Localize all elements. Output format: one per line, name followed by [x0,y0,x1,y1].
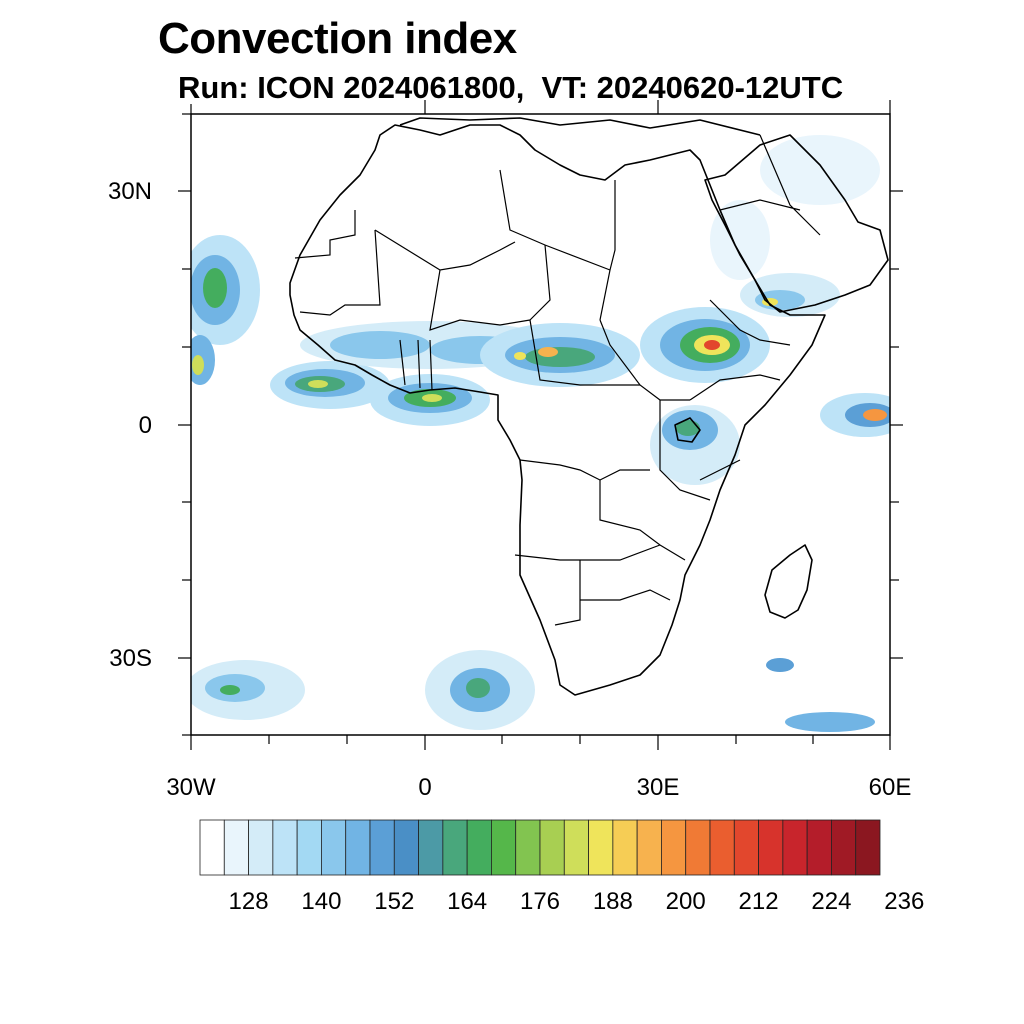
mediterranean-north [399,117,761,136]
lon-label-30e: 30E [636,774,680,801]
colorbar-swatch [563,819,589,876]
chart-title: Convection index [158,14,517,63]
colorbar-swatch [393,819,419,876]
convection-arabia [710,135,880,317]
colorbar-swatch [345,819,371,876]
chart-subtitle: Run: ICON 2024061800, VT: 20240620-12UTC [178,70,844,105]
colorbar-swatch [418,819,444,876]
colorbar [199,819,881,876]
colorbar-swatch [248,819,274,876]
lat-label-30s: 30S [109,645,152,672]
colorbar-tick-label: 200 [665,888,706,915]
convection-south-atlantic [191,650,875,732]
map-frame [190,113,891,736]
colorbar-swatch [806,819,832,876]
colorbar-swatch [709,819,735,876]
colorbar-tick-label: 236 [884,888,925,915]
lake-victoria [674,417,701,443]
colorbar-swatch [588,819,614,876]
colorbar-swatch [758,819,784,876]
lon-label-60e: 60E [868,774,912,801]
colorbar-swatch [661,819,687,876]
colorbar-tick-label: 224 [811,888,852,915]
madagascar [764,544,813,619]
colorbar-tick-label: 152 [374,888,415,915]
colorbar-swatch [515,819,541,876]
africa-coastline [289,124,826,696]
colorbar-swatch [321,819,347,876]
lon-label-0: 0 [418,774,432,801]
colorbar-swatch [491,819,517,876]
colorbar-swatch [369,819,395,876]
colorbar-swatch [685,819,711,876]
colorbar-swatch [733,819,759,876]
colorbar-swatch [199,819,225,876]
lat-label-30n: 30N [107,178,152,205]
colorbar-swatch [442,819,468,876]
coastlines [289,117,889,696]
colorbar-swatch [466,819,492,876]
colorbar-tick-label: 128 [228,888,269,915]
country-borders [294,134,821,626]
convection-field [191,135,890,732]
colorbar-swatch [296,819,322,876]
colorbar-swatch [539,819,565,876]
colorbar-swatch [272,819,298,876]
colorbar-tick-label: 212 [738,888,779,915]
colorbar-swatch [636,819,662,876]
colorbar-tick-label: 140 [301,888,342,915]
colorbar-tick-label: 164 [447,888,488,915]
convection-atlantic-north [191,235,260,385]
convection-ethiopia [640,307,770,383]
colorbar-swatch [855,819,881,876]
arabia-coastline [704,134,889,313]
convection-sahel-band [300,321,640,387]
colorbar-tick-label: 188 [592,888,633,915]
lat-label-0: 0 [138,412,152,439]
axis-ticks [178,100,903,750]
lon-label-30w: 30W [166,774,216,801]
colorbar-swatch [223,819,249,876]
convection-indian-ocean [820,393,890,437]
colorbar-swatch [831,819,857,876]
convection-west-africa-coast [270,361,490,426]
colorbar-swatch [612,819,638,876]
colorbar-swatch [782,819,808,876]
colorbar-tick-label: 176 [519,888,561,915]
